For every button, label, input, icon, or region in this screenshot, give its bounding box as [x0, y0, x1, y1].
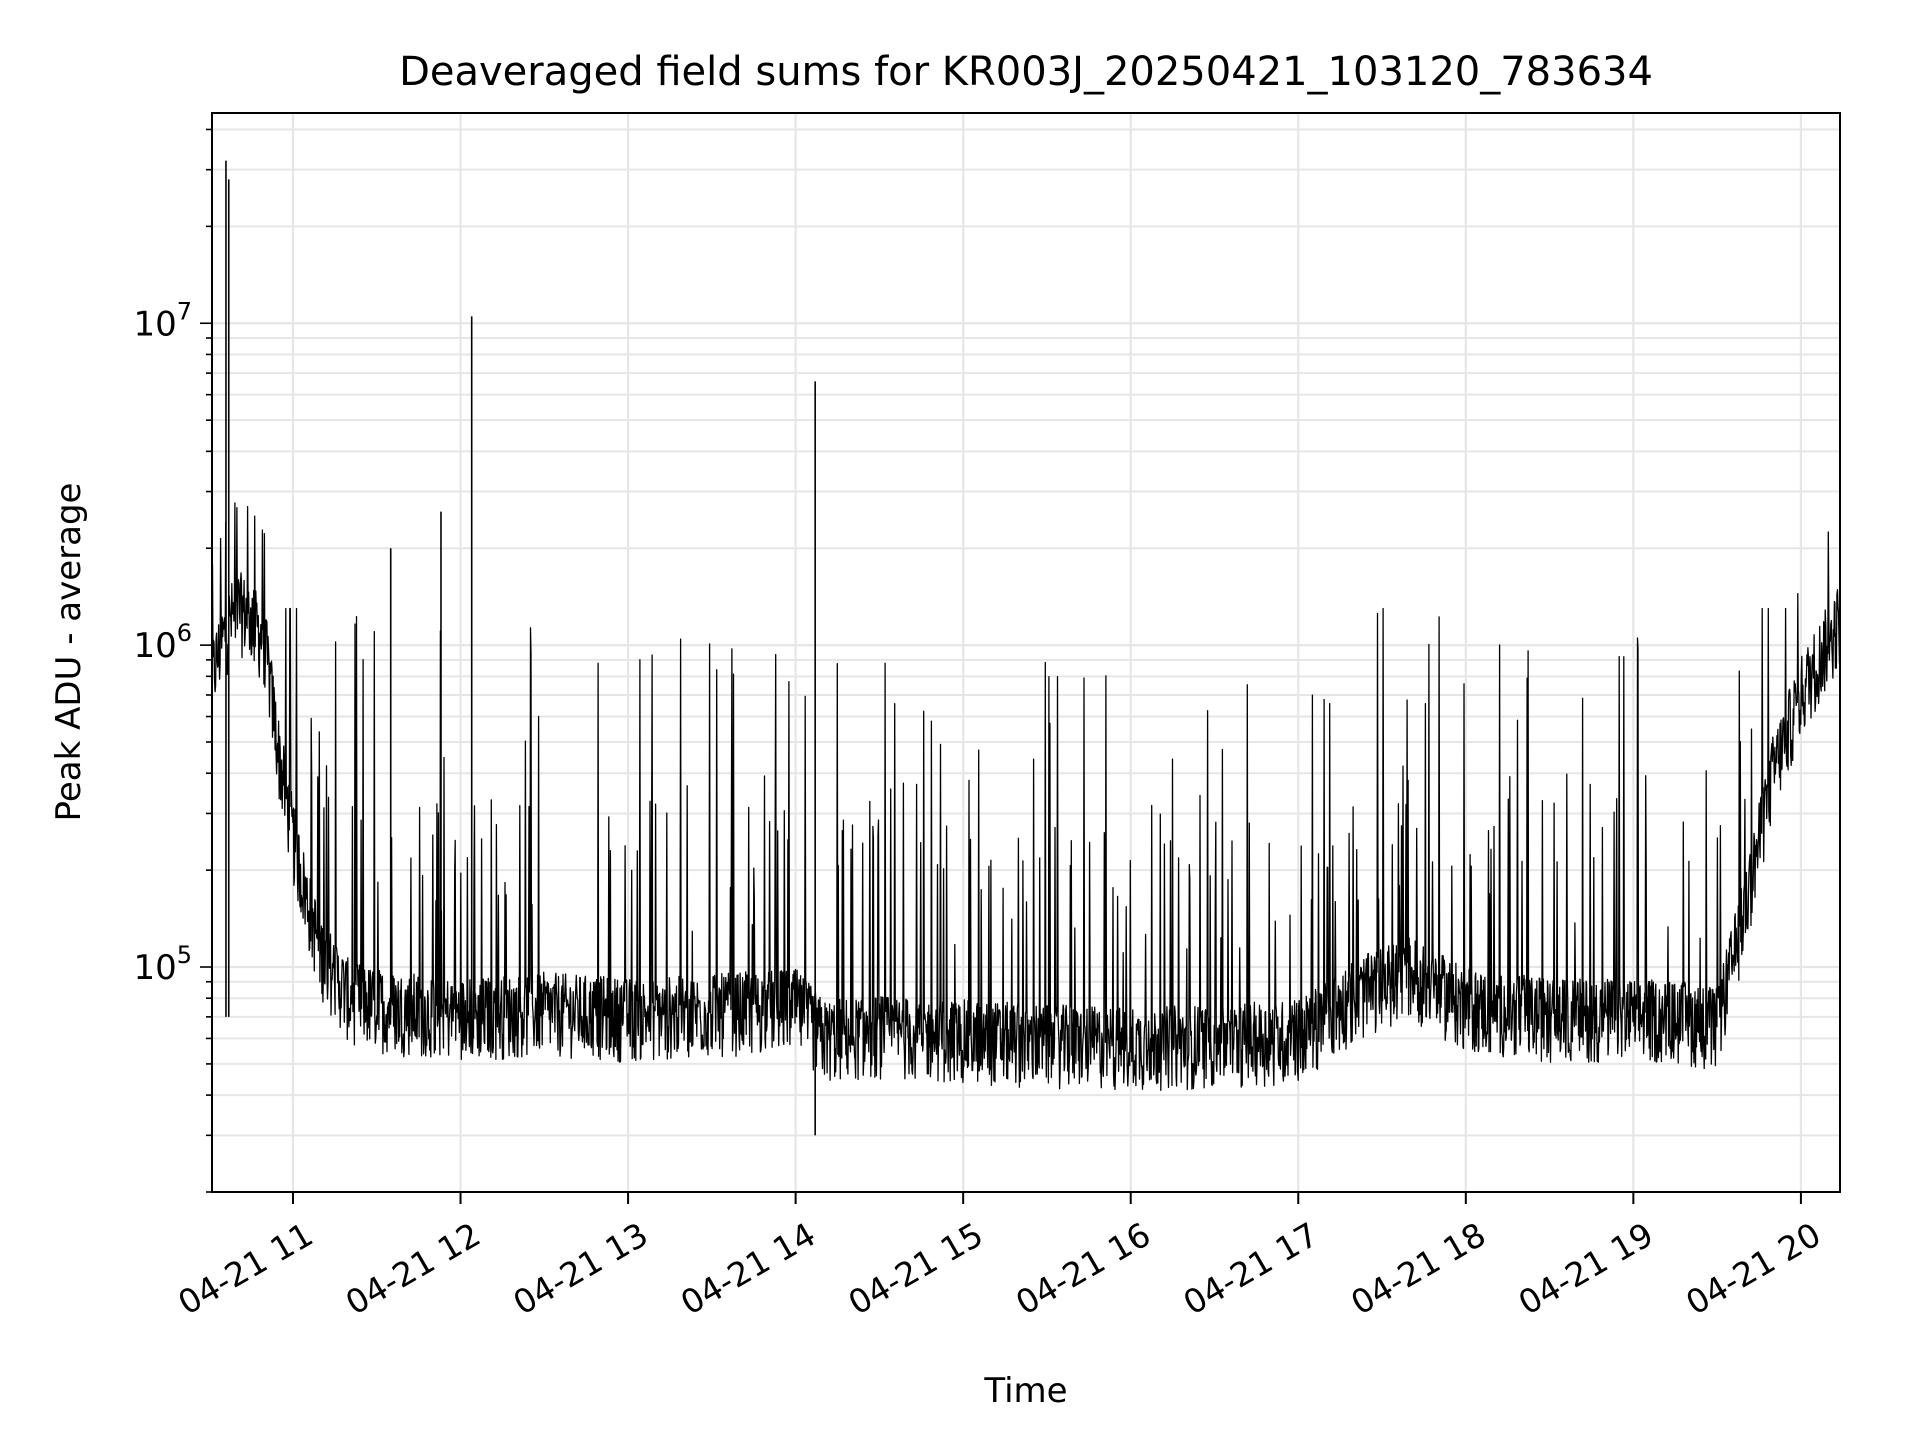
data-series: [211, 160, 1841, 1136]
series-line: [211, 502, 1841, 1091]
y-tick-label: 105: [133, 941, 192, 988]
y-tick-label: 107: [133, 297, 192, 344]
y-axis-label: Peak ADU - average: [49, 483, 89, 822]
plot-frame: [211, 112, 1841, 1193]
chart-title: Deaveraged field sums for KR003J_2025042…: [399, 49, 1653, 95]
x-axis-label: Time: [983, 1371, 1067, 1411]
y-tick-label: 106: [133, 619, 192, 666]
